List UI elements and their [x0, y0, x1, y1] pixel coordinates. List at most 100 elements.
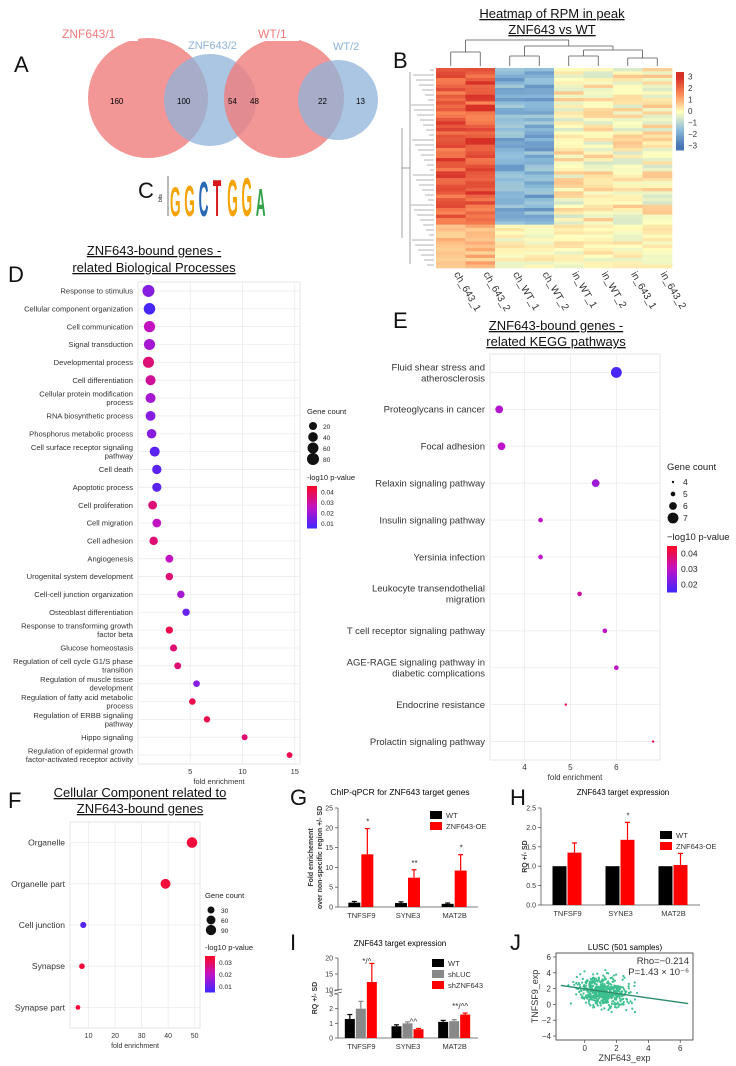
heatmap-cell	[583, 144, 614, 149]
heatmap-cell	[524, 198, 555, 202]
term-label: Hippo signaling	[81, 733, 133, 742]
chip-qpcr-chart: ChIP-qPCR for ZNF643 target genes 0 5 10 15…	[308, 787, 486, 920]
venn-right-a-label: WT/1	[258, 27, 287, 41]
color-legend-value: 0.02	[681, 579, 698, 589]
term-label: Developmental process	[54, 358, 134, 367]
heatmap-cell	[436, 134, 466, 139]
term-label: Cell-cell junction organization	[34, 590, 133, 599]
heatmap-cell	[495, 84, 525, 89]
heatmap-cell	[583, 188, 614, 192]
heatmap-cell	[642, 231, 673, 235]
heatmap-cell	[613, 108, 643, 112]
scatter-point	[582, 985, 585, 988]
size-legend-value: 20	[323, 424, 331, 431]
scatter-point	[586, 990, 589, 993]
heatmap-cell	[495, 74, 525, 79]
color-legend-swatch	[667, 570, 677, 573]
bar	[344, 1018, 355, 1038]
x-tick-label: 20	[111, 1033, 119, 1040]
scatter-point	[613, 997, 617, 1001]
enrichment-dot	[602, 628, 608, 634]
scatter-point	[605, 1001, 608, 1004]
kegg-dotplot: ZNF643-bound genes - related KEGG pathwa…	[347, 318, 730, 782]
heatmap-cell	[613, 191, 643, 195]
heatmap-cell	[613, 214, 643, 219]
heatmap-cell	[613, 168, 643, 172]
heatmap-cell	[495, 188, 525, 192]
size-legend-value: 40	[323, 435, 331, 442]
color-legend-swatch	[205, 960, 215, 963]
scatter-point	[595, 996, 598, 1000]
heatmap-cell	[554, 221, 584, 225]
enrichment-dot	[174, 662, 182, 670]
heatmap-cell	[642, 151, 673, 155]
scatter-point	[603, 997, 606, 1001]
heatmap-cell	[583, 98, 614, 102]
heatmap-cell	[554, 94, 584, 99]
heatmap-cell	[554, 128, 584, 132]
venn-right-a-only: 48	[250, 97, 259, 106]
scatter-point	[627, 1002, 630, 1005]
scatter-point	[622, 1000, 625, 1004]
heatmap-cell	[554, 131, 584, 135]
heatmap-cell	[495, 214, 525, 219]
heatmap-cell	[524, 74, 555, 79]
color-legend-swatch	[307, 493, 317, 495]
color-legend-swatch	[205, 983, 215, 986]
scatter-point	[633, 984, 636, 988]
heatmap-cell	[583, 84, 614, 89]
size-legend-dot	[669, 502, 677, 510]
y-tick-label: −2	[542, 1016, 552, 1025]
heatmap-column-label: ch_643_1	[451, 270, 483, 314]
y-tick-label: 0	[547, 1000, 552, 1009]
heatmap-cell	[495, 191, 525, 195]
heatmap-cell	[495, 121, 525, 125]
heatmap-cell	[524, 84, 555, 89]
scatter-point	[612, 980, 615, 983]
y-axis-label: TNFSF9_exp	[530, 970, 540, 1024]
heatmap-cell	[642, 264, 673, 269]
correlation-scatter: LUSC (501 samples) 0 2 4 6 6 4 2 0 −2 −4 ZNF643_ex…	[530, 943, 694, 1063]
color-legend-swatch	[205, 988, 215, 991]
heatmap-cell	[524, 258, 555, 262]
bar	[460, 1014, 471, 1038]
color-legend-swatch	[205, 978, 215, 981]
scatter-point	[582, 992, 585, 995]
enrichment-dot	[143, 303, 156, 315]
significance-mark: *	[460, 844, 463, 853]
heatmap-cell	[554, 88, 584, 92]
size-legend-value: 5	[683, 489, 688, 499]
heatmap-cell	[495, 98, 525, 102]
y-tick-label: 1	[329, 1021, 333, 1028]
heatmap-cell	[613, 258, 643, 262]
significance-mark: */^	[362, 957, 371, 966]
heatmap-cell	[436, 234, 466, 239]
scatter-point	[607, 996, 610, 999]
heatmap-cell	[613, 201, 643, 205]
heatmap-cell	[613, 184, 643, 189]
color-legend-swatch	[205, 974, 215, 976]
motif-letter: A	[256, 183, 266, 226]
heatmap-cell	[642, 71, 673, 75]
heatmap-cell	[495, 238, 525, 242]
term-label: Osteoblast differentiation	[49, 608, 133, 617]
heatmap-cell	[613, 208, 643, 212]
color-legend-swatch	[205, 958, 215, 961]
heatmap-cell	[613, 261, 643, 265]
heatmap-cell	[524, 241, 555, 245]
heatmap-cell	[436, 94, 466, 99]
color-legend-swatch	[307, 518, 317, 521]
heatmap-cell	[436, 71, 466, 75]
heatmap-cell	[613, 114, 643, 119]
enrichment-dot	[160, 878, 171, 889]
heatmap-cell	[554, 161, 584, 165]
scatter-point	[592, 1006, 595, 1009]
heatmap-cell	[436, 101, 466, 105]
scatter-point	[604, 999, 607, 1002]
scale-swatch	[676, 132, 684, 135]
enrichment-dot	[538, 517, 543, 523]
color-legend-swatch	[667, 581, 677, 584]
heatmap-cell	[642, 94, 673, 99]
scatter-point	[597, 992, 600, 995]
term-label: Response to stimulus	[60, 287, 133, 296]
